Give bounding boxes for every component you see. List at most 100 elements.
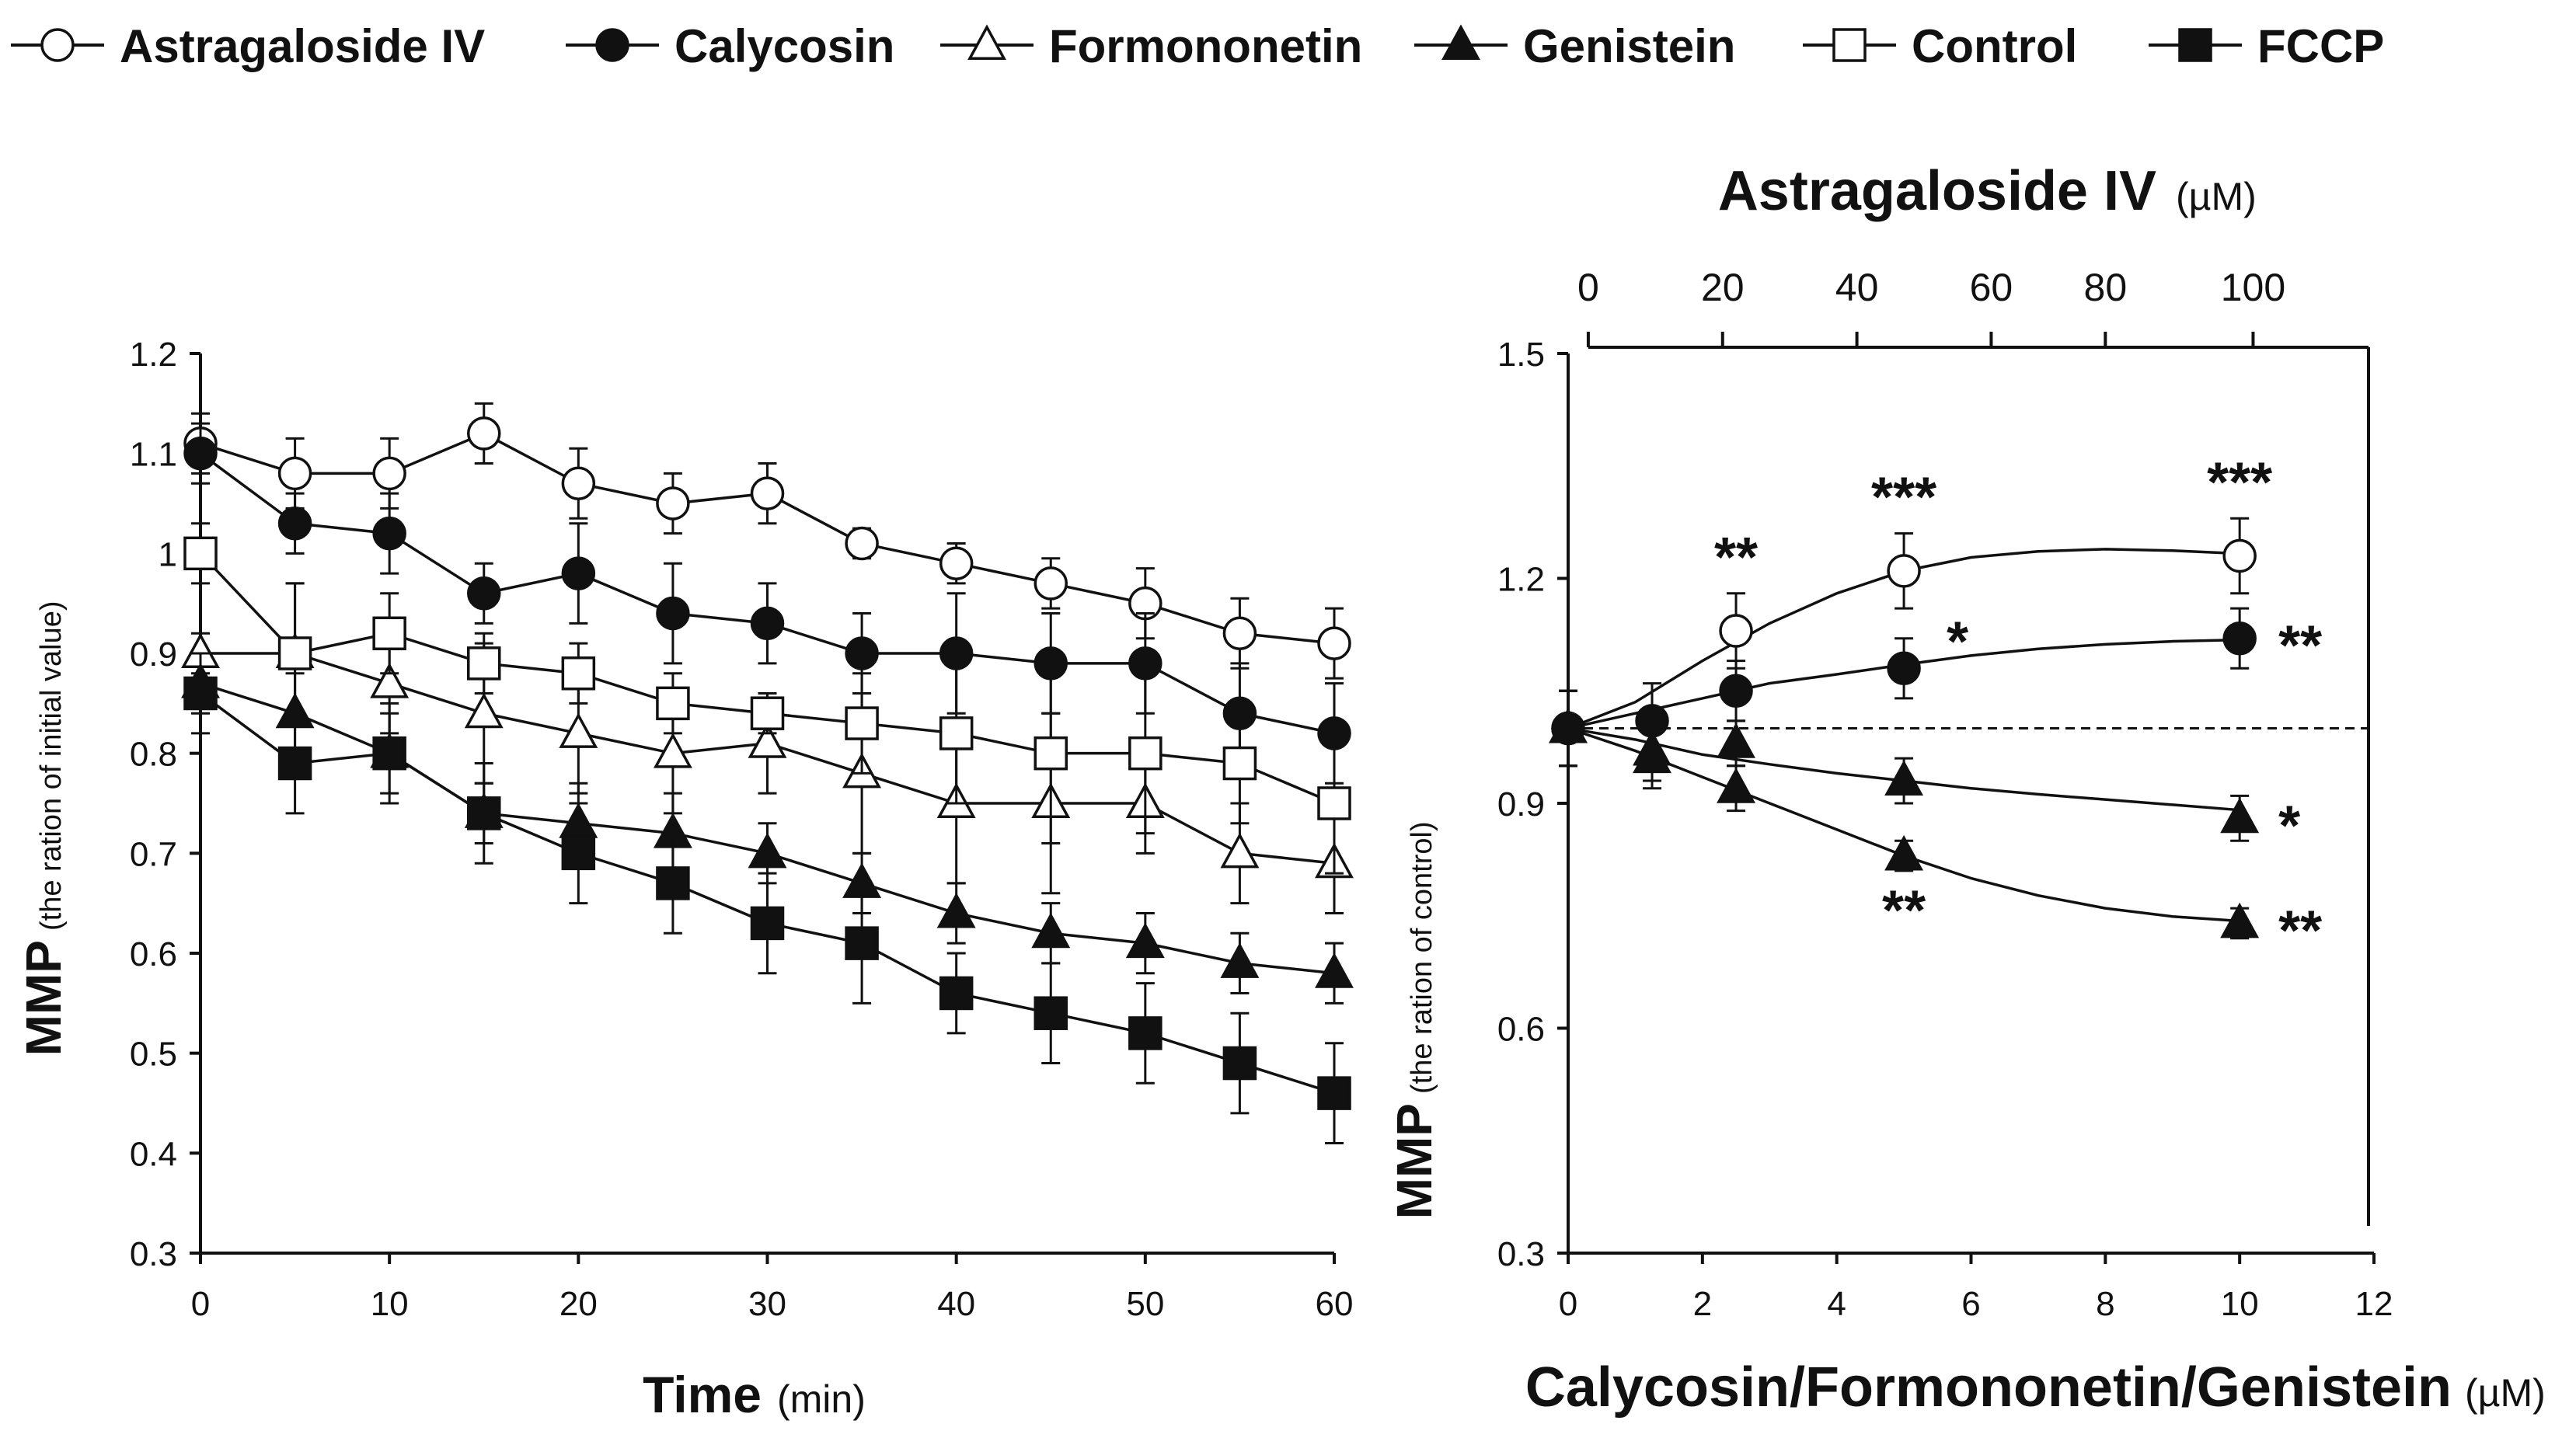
data-point (1222, 746, 1257, 781)
data-point (2220, 902, 2260, 938)
legend-item-control: Control (1803, 20, 2077, 72)
significance-label: * (1947, 611, 1968, 673)
legend-item-astragaloside-iv: Astragaloside IV (11, 20, 485, 72)
legend-item-genistein: Genistein (1414, 20, 1735, 72)
left-y-axis-title: MMP (the ration of initial value) (16, 601, 71, 1056)
data-point (750, 696, 785, 730)
data-point (1719, 674, 1753, 708)
left-x-tick-label: 40 (937, 1285, 975, 1323)
left-y-tick-label: 0.7 (130, 835, 177, 873)
data-point (1125, 922, 1165, 959)
data-point (467, 646, 501, 681)
significance-label: *** (2207, 451, 2272, 514)
left-series-control (183, 522, 1351, 875)
data-point (2222, 621, 2257, 656)
data-point (277, 506, 312, 541)
data-point (467, 796, 501, 830)
left-series-fccp (183, 652, 1351, 1144)
left-y-tick-label: 0.8 (130, 736, 177, 774)
left-y-axis-note: (the ration of initial value) (35, 601, 68, 931)
data-point (1034, 566, 1068, 601)
data-point (1220, 942, 1260, 978)
left-y-tick-label: 0.9 (130, 635, 177, 674)
legend-label: Control (1912, 20, 2077, 72)
data-point (370, 662, 410, 698)
data-point (1128, 1016, 1163, 1050)
data-point (1222, 1046, 1257, 1081)
significance-label: ** (2278, 615, 2322, 677)
left-y-axis-label: MMP (16, 940, 71, 1056)
right-y-tick-label: 0.3 (1497, 1235, 1545, 1273)
data-point (372, 616, 406, 651)
triangle-marker-icon (1441, 24, 1480, 60)
right-y-tick-label: 1.5 (1497, 336, 1545, 374)
data-point (1031, 912, 1071, 949)
right-series-genistein: ** ** (1549, 689, 2322, 962)
data-point (372, 736, 406, 771)
left-y-tick-label: 1.2 (130, 336, 177, 374)
significance-label: *** (1871, 467, 1936, 529)
data-point (748, 832, 787, 869)
left-x-tick-label: 20 (559, 1285, 598, 1323)
data-point (845, 636, 879, 670)
data-point (1549, 707, 1588, 743)
left-x-axis-label: Time (643, 1366, 762, 1423)
square-marker-icon (2178, 28, 2212, 62)
data-point (748, 722, 787, 758)
legend-label: Formononetin (1049, 20, 1362, 72)
right-top-tick-label: 40 (1835, 266, 1879, 309)
data-point (1633, 737, 1671, 774)
data-point (1719, 614, 1753, 648)
right-y-tick-label: 0.9 (1497, 785, 1545, 823)
significance-label: ** (1882, 880, 1926, 942)
square-marker-icon (1832, 28, 1867, 62)
right-top-tick-label: 100 (2221, 266, 2285, 309)
legend-label: Astragaloside IV (120, 20, 485, 72)
data-point (2222, 538, 2257, 573)
data-point (467, 576, 501, 611)
data-point (183, 536, 218, 571)
legend-item-fccp: FCCP (2149, 20, 2384, 72)
data-point (372, 456, 406, 491)
data-point (1317, 786, 1351, 820)
right-top-axis-label: Astragaloside IV (1718, 160, 2156, 222)
data-point (1128, 736, 1163, 771)
right-top-tick-label: 80 (2084, 266, 2128, 309)
data-point (1317, 1076, 1351, 1110)
data-point (750, 476, 785, 510)
right-x-tick-label: 10 (2221, 1285, 2259, 1323)
legend-label: Genistein (1523, 20, 1735, 72)
legend-label: Calycosin (675, 20, 894, 72)
data-point (183, 436, 218, 471)
right-y-axis-title: MMP (the ration of control) (1386, 821, 1442, 1219)
data-point (561, 466, 596, 501)
left-x-tick-label: 30 (748, 1285, 786, 1323)
data-point (561, 836, 596, 871)
right-y-axis-label: MMP (1386, 1103, 1442, 1219)
right-top-tick-label: 60 (1970, 266, 2013, 309)
data-point (1717, 722, 1755, 758)
data-point (277, 456, 312, 491)
left-x-tick-label: 60 (1316, 1285, 1354, 1323)
right-series: ***** **** ***** ** (1549, 451, 2322, 962)
left-x-tick-label: 0 (191, 1285, 210, 1323)
data-point (372, 516, 406, 551)
left-x-tick-label: 50 (1126, 1285, 1164, 1323)
left-series-calycosin (183, 422, 1351, 785)
significance-label: ** (1714, 527, 1758, 589)
right-x-tick-label: 8 (2096, 1285, 2114, 1323)
data-point (1317, 626, 1351, 660)
right-x-tick-label: 6 (1961, 1285, 1980, 1323)
legend-item-formononetin: Formononetin (940, 20, 1362, 72)
right-top-axis-unit: (µM) (2176, 175, 2257, 218)
left-series (181, 402, 1354, 1144)
right-x-axis-label: Calycosin/Formononetin/Genistein (1525, 1356, 2452, 1419)
significance-label: * (2278, 795, 2300, 857)
data-point (559, 712, 598, 748)
data-point (653, 733, 692, 768)
left-y-tick-label: 0.3 (130, 1235, 177, 1273)
data-point (1034, 996, 1068, 1030)
data-point (183, 676, 218, 711)
left-y-tick-label: 1 (159, 535, 177, 573)
